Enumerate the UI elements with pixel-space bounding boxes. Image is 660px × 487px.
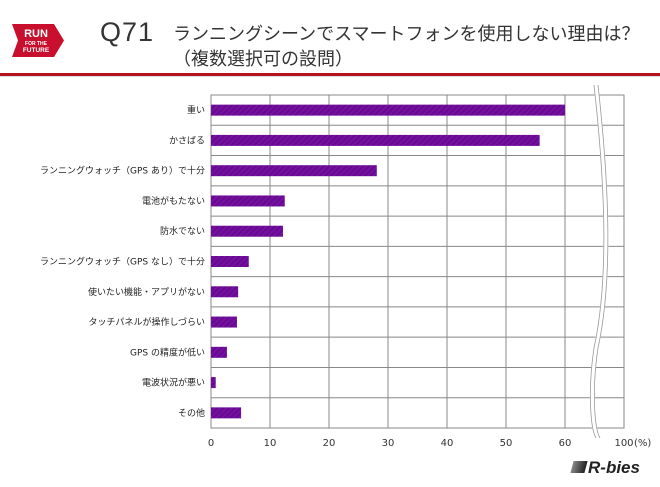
- bar: [211, 256, 249, 267]
- x-tick-label: 30: [382, 438, 395, 449]
- category-label: ランニングウォッチ（GPS あり）で十分: [40, 165, 205, 177]
- category-label: かさばる: [169, 135, 205, 146]
- header-divider: [0, 73, 660, 76]
- bar: [211, 286, 239, 298]
- svg-text:FUTURE: FUTURE: [23, 47, 50, 54]
- x-unit-label: (%): [634, 438, 651, 449]
- bar: [211, 346, 227, 358]
- x-tick-label: 50: [500, 438, 513, 449]
- bar: [211, 195, 285, 207]
- bar: [211, 225, 283, 237]
- category-label: 防水でない: [160, 225, 205, 237]
- svg-text:RUN: RUN: [24, 28, 48, 40]
- page-title: ランニングシーンでスマートフォンを使用しない理由は？: [173, 24, 640, 45]
- page-subtitle: （複数選択可の設問）: [173, 49, 353, 70]
- bar: [211, 134, 540, 146]
- brand-text: R-bies: [588, 458, 640, 477]
- bar: [211, 165, 377, 177]
- x-tick-label: 20: [323, 438, 336, 449]
- x-tick-label: 0: [208, 438, 214, 449]
- header-divider-shadow: [0, 76, 660, 77]
- category-label: 電波状況が悪い: [142, 377, 205, 389]
- category-label: GPS の精度が低い: [130, 346, 205, 358]
- category-label: 電池がもたない: [142, 195, 205, 207]
- x-tick-label: 10: [264, 438, 277, 449]
- bar: [211, 377, 216, 389]
- r-bies-logo: R-bies: [570, 458, 640, 478]
- bar: [211, 407, 242, 419]
- bar: [211, 104, 565, 116]
- axis-break-mask: [589, 84, 609, 440]
- x-tick-label: 60: [559, 438, 572, 449]
- category-label: 重い: [187, 104, 205, 116]
- question-number: Q71: [100, 17, 155, 47]
- category-label: その他: [178, 407, 205, 419]
- axis-break-line: [589, 84, 605, 439]
- x-tick-label: 40: [441, 438, 454, 449]
- run-for-the-future-logo: RUN FOR THE FUTURE: [12, 24, 64, 57]
- category-label: タッチパネルが操作しづらい: [89, 316, 205, 328]
- x-tick-label: 100: [614, 438, 633, 449]
- bar: [211, 316, 237, 328]
- axis-break-line: [593, 84, 609, 439]
- category-label: ランニングウォッチ（GPS なし）で十分: [40, 256, 205, 268]
- category-label: 使いたい機能・アプリがない: [88, 286, 205, 298]
- svg-text:FOR THE: FOR THE: [25, 41, 48, 47]
